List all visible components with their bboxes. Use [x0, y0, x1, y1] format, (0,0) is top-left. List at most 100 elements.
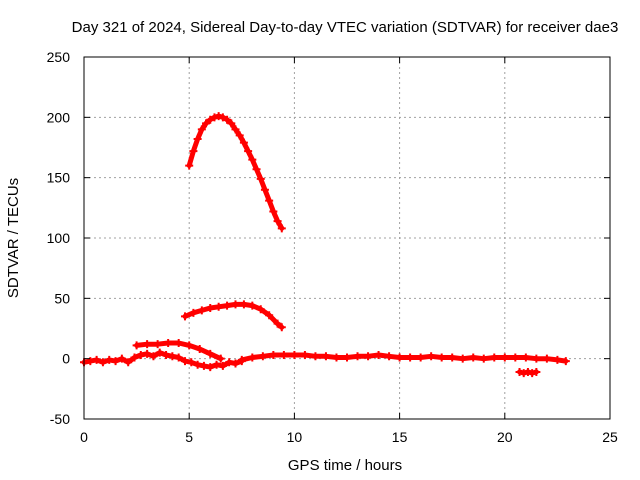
data-point — [248, 353, 257, 362]
tick-labels: 0 5 10 15 20 25 -50 0 50 100 150 200 250 — [47, 49, 618, 445]
data-point — [98, 358, 107, 367]
data-point — [256, 174, 265, 183]
data-point — [406, 353, 415, 362]
data-point — [193, 360, 202, 369]
data-point — [227, 119, 236, 128]
data-point — [189, 308, 198, 317]
data-point — [532, 367, 541, 376]
y-tick-label: 150 — [47, 170, 71, 186]
y-tick-label: 250 — [47, 49, 71, 65]
data-point — [206, 363, 215, 372]
data-point — [532, 354, 541, 363]
series-short-negative — [515, 367, 541, 378]
x-tick-label: 0 — [80, 429, 88, 445]
data-point — [237, 355, 246, 364]
x-tick-label: 5 — [185, 429, 193, 445]
data-point — [214, 112, 223, 121]
gridlines — [84, 57, 610, 419]
data-point — [273, 319, 282, 328]
data-point — [273, 217, 282, 226]
data-point — [542, 354, 551, 363]
data-point — [528, 369, 537, 378]
data-point — [231, 300, 240, 309]
data-point — [212, 360, 221, 369]
axis-ticks — [83, 56, 611, 420]
data-point — [437, 353, 446, 362]
data-point — [195, 345, 204, 354]
data-point — [218, 361, 227, 370]
data-point — [239, 138, 248, 147]
data-point — [174, 338, 183, 347]
data-point — [111, 357, 120, 366]
data-point — [216, 354, 225, 363]
data-point — [244, 147, 253, 156]
data-point — [269, 207, 278, 216]
x-tick-label: 20 — [497, 429, 513, 445]
data-point — [385, 352, 394, 361]
data-point — [105, 355, 114, 364]
data-point — [180, 357, 189, 366]
data-point — [174, 353, 183, 362]
x-axis-label: GPS time / hours — [288, 457, 402, 474]
data-point — [490, 353, 499, 362]
data-point — [185, 341, 194, 350]
data-point — [223, 115, 232, 124]
data-point — [311, 352, 320, 361]
data-point — [199, 361, 208, 370]
data-point — [416, 353, 425, 362]
data-point — [185, 161, 194, 170]
data-point — [206, 303, 215, 312]
data-point — [521, 353, 530, 362]
data-point — [180, 312, 189, 321]
data-point — [321, 352, 330, 361]
series-baseline-late — [237, 351, 570, 366]
data-point — [214, 302, 223, 311]
data-point — [143, 340, 152, 349]
data-point — [290, 351, 299, 360]
data-point — [427, 352, 436, 361]
data-point — [343, 353, 351, 362]
data-point — [218, 113, 227, 122]
series-arc-low-rise — [132, 338, 225, 363]
data-point — [300, 351, 309, 360]
data-point — [231, 125, 240, 134]
data-point — [187, 358, 196, 367]
data-point — [364, 352, 373, 361]
data-point — [143, 349, 152, 358]
data-point — [189, 147, 198, 156]
data-point — [206, 115, 215, 124]
y-tick-label: 200 — [47, 109, 71, 125]
data-point — [162, 351, 171, 360]
data-point — [248, 155, 257, 164]
data-point — [277, 224, 286, 233]
x-tick-label: 15 — [392, 429, 408, 445]
series-arc-mid — [180, 300, 286, 332]
data-point — [515, 367, 524, 376]
data-point — [252, 165, 261, 174]
data-point — [519, 369, 528, 378]
data-point — [458, 354, 467, 363]
y-tick-label: 50 — [54, 290, 70, 306]
data-point — [223, 301, 232, 310]
data-point — [239, 300, 248, 309]
data-point — [193, 135, 202, 144]
data-point — [197, 125, 206, 134]
data-point — [231, 359, 240, 368]
data-point — [265, 311, 274, 320]
data-point — [561, 357, 570, 366]
data-point — [523, 367, 532, 376]
data-point — [117, 354, 126, 363]
data-point — [279, 351, 288, 360]
plot-frame — [83, 56, 611, 420]
data-point — [448, 353, 457, 362]
data-point — [206, 349, 215, 358]
data-point — [86, 357, 95, 366]
y-tick-label: -50 — [50, 411, 70, 427]
data-point — [260, 185, 269, 194]
data-point — [136, 351, 145, 360]
data-point — [258, 352, 267, 361]
y-tick-label: 0 — [62, 351, 70, 367]
data-point — [124, 358, 133, 367]
series-arc-high — [185, 112, 286, 233]
